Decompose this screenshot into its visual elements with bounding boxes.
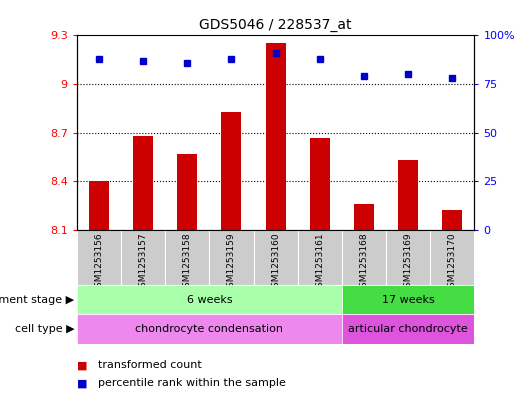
Bar <box>386 230 430 285</box>
Bar <box>77 285 342 314</box>
Text: ■: ■ <box>77 378 87 388</box>
Bar <box>222 112 241 230</box>
Text: GSM1253169: GSM1253169 <box>404 233 412 293</box>
Bar <box>430 230 474 285</box>
Text: percentile rank within the sample: percentile rank within the sample <box>98 378 286 388</box>
Text: GSM1253157: GSM1253157 <box>139 233 147 293</box>
Text: GSM1253156: GSM1253156 <box>94 233 103 293</box>
Bar <box>178 154 197 230</box>
Bar <box>310 138 330 230</box>
Text: cell type ▶: cell type ▶ <box>14 324 74 334</box>
Text: GSM1253160: GSM1253160 <box>271 233 280 293</box>
Title: GDS5046 / 228537_at: GDS5046 / 228537_at <box>199 18 352 31</box>
Bar <box>354 204 374 230</box>
Bar <box>209 230 253 285</box>
Text: GSM1253158: GSM1253158 <box>183 233 192 293</box>
Text: GSM1253170: GSM1253170 <box>448 233 457 293</box>
Text: GSM1253168: GSM1253168 <box>359 233 368 293</box>
Text: 17 weeks: 17 weeks <box>382 295 435 305</box>
Bar <box>398 160 418 230</box>
Text: GSM1253159: GSM1253159 <box>227 233 236 293</box>
Bar <box>342 285 474 314</box>
Bar <box>266 44 286 230</box>
Bar <box>342 230 386 285</box>
Text: transformed count: transformed count <box>98 360 202 371</box>
Text: articular chondrocyte: articular chondrocyte <box>348 324 468 334</box>
Text: development stage ▶: development stage ▶ <box>0 295 74 305</box>
Text: GSM1253161: GSM1253161 <box>315 233 324 293</box>
Bar <box>77 314 342 344</box>
Bar <box>89 181 109 230</box>
Text: chondrocyte condensation: chondrocyte condensation <box>135 324 284 334</box>
Bar <box>298 230 342 285</box>
Bar <box>77 230 121 285</box>
Bar <box>133 136 153 230</box>
Text: 6 weeks: 6 weeks <box>187 295 232 305</box>
Bar <box>443 211 462 230</box>
Bar <box>121 230 165 285</box>
Text: ■: ■ <box>77 360 87 371</box>
Bar <box>253 230 298 285</box>
Bar <box>342 314 474 344</box>
Bar <box>165 230 209 285</box>
